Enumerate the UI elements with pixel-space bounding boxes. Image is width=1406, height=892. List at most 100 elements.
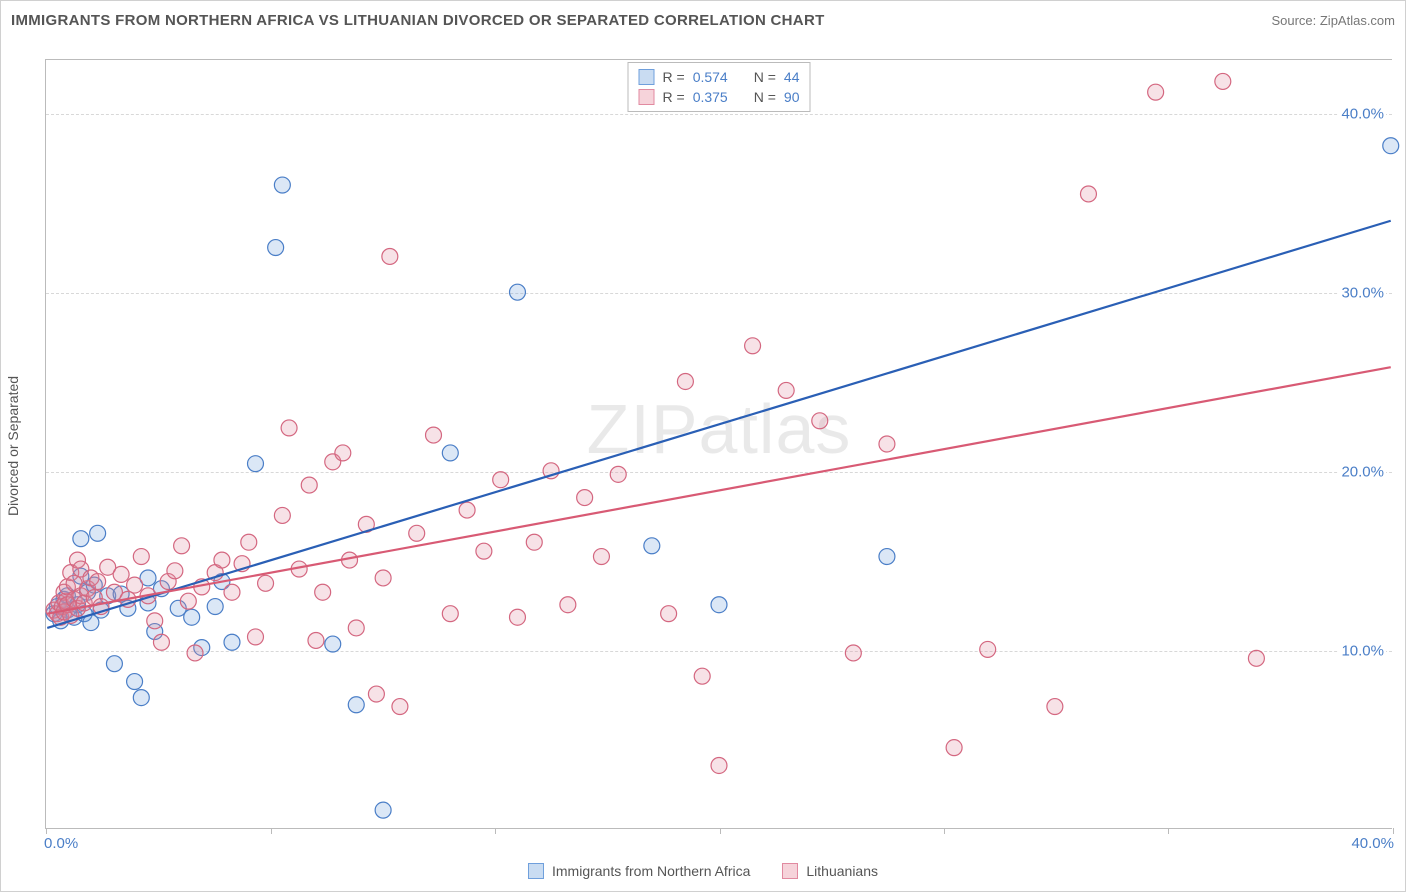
legend-top-row-0: R = 0.574 N = 44 xyxy=(639,67,800,87)
trendline-lithuanians xyxy=(47,367,1391,613)
yaxis-title: Divorced or Separated xyxy=(5,376,21,516)
scatter-point-lithuanians xyxy=(224,584,240,600)
legend-bottom: Immigrants from Northern Africa Lithuani… xyxy=(528,863,878,879)
legend-top: R = 0.574 N = 44 R = 0.375 N = 90 xyxy=(628,62,811,112)
scatter-point-lithuanians xyxy=(526,534,542,550)
scatter-point-lithuanians xyxy=(745,338,761,354)
legend-bottom-swatch-0 xyxy=(528,863,544,879)
legend-bottom-item-1: Lithuanians xyxy=(782,863,878,879)
scatter-point-northern_africa xyxy=(325,636,341,652)
legend-bottom-swatch-1 xyxy=(782,863,798,879)
source-prefix: Source: xyxy=(1271,13,1319,28)
scatter-point-lithuanians xyxy=(1080,186,1096,202)
scatter-point-lithuanians xyxy=(392,699,408,715)
xaxis-tick xyxy=(1393,828,1394,834)
scatter-point-lithuanians xyxy=(382,248,398,264)
legend-r-label-0: R = xyxy=(663,67,685,87)
scatter-point-lithuanians xyxy=(946,740,962,756)
scatter-point-northern_africa xyxy=(274,177,290,193)
scatter-point-lithuanians xyxy=(274,507,290,523)
scatter-point-lithuanians xyxy=(368,686,384,702)
scatter-point-lithuanians xyxy=(315,584,331,600)
chart-container: IMMIGRANTS FROM NORTHERN AFRICA VS LITHU… xyxy=(0,0,1406,892)
legend-swatch-1 xyxy=(639,89,655,105)
legend-n-label-1: N = xyxy=(754,87,776,107)
scatter-point-lithuanians xyxy=(577,490,593,506)
scatter-point-northern_africa xyxy=(509,284,525,300)
scatter-point-northern_africa xyxy=(442,445,458,461)
scatter-point-lithuanians xyxy=(442,606,458,622)
scatter-point-lithuanians xyxy=(301,477,317,493)
scatter-point-lithuanians xyxy=(214,552,230,568)
scatter-point-lithuanians xyxy=(281,420,297,436)
scatter-point-lithuanians xyxy=(348,620,364,636)
scatter-point-lithuanians xyxy=(308,632,324,648)
scatter-point-lithuanians xyxy=(147,613,163,629)
scatter-point-lithuanians xyxy=(812,413,828,429)
scatter-point-lithuanians xyxy=(375,570,391,586)
scatter-point-lithuanians xyxy=(661,606,677,622)
xaxis-tick xyxy=(46,828,47,834)
scatter-point-northern_africa xyxy=(224,634,240,650)
scatter-point-northern_africa xyxy=(268,240,284,256)
scatter-point-northern_africa xyxy=(644,538,660,554)
legend-bottom-label-0: Immigrants from Northern Africa xyxy=(552,863,750,879)
legend-n-value-1: 90 xyxy=(784,87,800,107)
scatter-point-lithuanians xyxy=(476,543,492,559)
scatter-point-northern_africa xyxy=(248,456,264,472)
scatter-point-lithuanians xyxy=(560,597,576,613)
scatter-point-northern_africa xyxy=(207,599,223,615)
chart-title: IMMIGRANTS FROM NORTHERN AFRICA VS LITHU… xyxy=(11,12,825,29)
scatter-point-lithuanians xyxy=(980,641,996,657)
scatter-point-lithuanians xyxy=(335,445,351,461)
scatter-point-lithuanians xyxy=(127,577,143,593)
scatter-point-lithuanians xyxy=(133,549,149,565)
scatter-point-lithuanians xyxy=(167,563,183,579)
scatter-point-lithuanians xyxy=(426,427,442,443)
scatter-point-lithuanians xyxy=(845,645,861,661)
source-label: Source: ZipAtlas.com xyxy=(1271,13,1395,28)
legend-swatch-0 xyxy=(639,69,655,85)
scatter-point-northern_africa xyxy=(711,597,727,613)
scatter-point-lithuanians xyxy=(113,566,129,582)
scatter-point-lithuanians xyxy=(493,472,509,488)
scatter-point-lithuanians xyxy=(241,534,257,550)
plot-area: ZIPatlas R = 0.574 N = 44 R = 0.375 N = … xyxy=(45,59,1392,829)
scatter-point-northern_africa xyxy=(133,690,149,706)
scatter-point-northern_africa xyxy=(127,674,143,690)
source-name: ZipAtlas.com xyxy=(1320,13,1395,28)
scatter-point-lithuanians xyxy=(180,593,196,609)
legend-bottom-label-1: Lithuanians xyxy=(806,863,878,879)
scatter-point-lithuanians xyxy=(90,574,106,590)
xaxis-tick xyxy=(720,828,721,834)
scatter-point-northern_africa xyxy=(73,531,89,547)
scatter-point-northern_africa xyxy=(90,525,106,541)
scatter-point-lithuanians xyxy=(694,668,710,684)
legend-bottom-item-0: Immigrants from Northern Africa xyxy=(528,863,750,879)
scatter-point-lithuanians xyxy=(174,538,190,554)
scatter-point-northern_africa xyxy=(1383,138,1399,154)
scatter-point-lithuanians xyxy=(258,575,274,591)
xaxis-tick xyxy=(944,828,945,834)
xaxis-tick xyxy=(495,828,496,834)
scatter-point-lithuanians xyxy=(711,758,727,774)
scatter-point-lithuanians xyxy=(187,645,203,661)
scatter-point-northern_africa xyxy=(106,656,122,672)
xaxis-label-min: 0.0% xyxy=(44,835,78,852)
scatter-point-lithuanians xyxy=(1248,650,1264,666)
scatter-point-lithuanians xyxy=(409,525,425,541)
xaxis-tick xyxy=(271,828,272,834)
legend-n-label-0: N = xyxy=(754,67,776,87)
legend-r-label-1: R = xyxy=(663,87,685,107)
scatter-point-northern_africa xyxy=(879,549,895,565)
scatter-point-northern_africa xyxy=(184,609,200,625)
scatter-point-lithuanians xyxy=(1215,73,1231,89)
trendline-northern_africa xyxy=(47,221,1391,628)
legend-top-row-1: R = 0.375 N = 90 xyxy=(639,87,800,107)
legend-r-value-0: 0.574 xyxy=(693,67,728,87)
scatter-point-northern_africa xyxy=(375,802,391,818)
scatter-point-lithuanians xyxy=(879,436,895,452)
scatter-point-northern_africa xyxy=(348,697,364,713)
legend-r-value-1: 0.375 xyxy=(693,87,728,107)
scatter-point-lithuanians xyxy=(610,466,626,482)
